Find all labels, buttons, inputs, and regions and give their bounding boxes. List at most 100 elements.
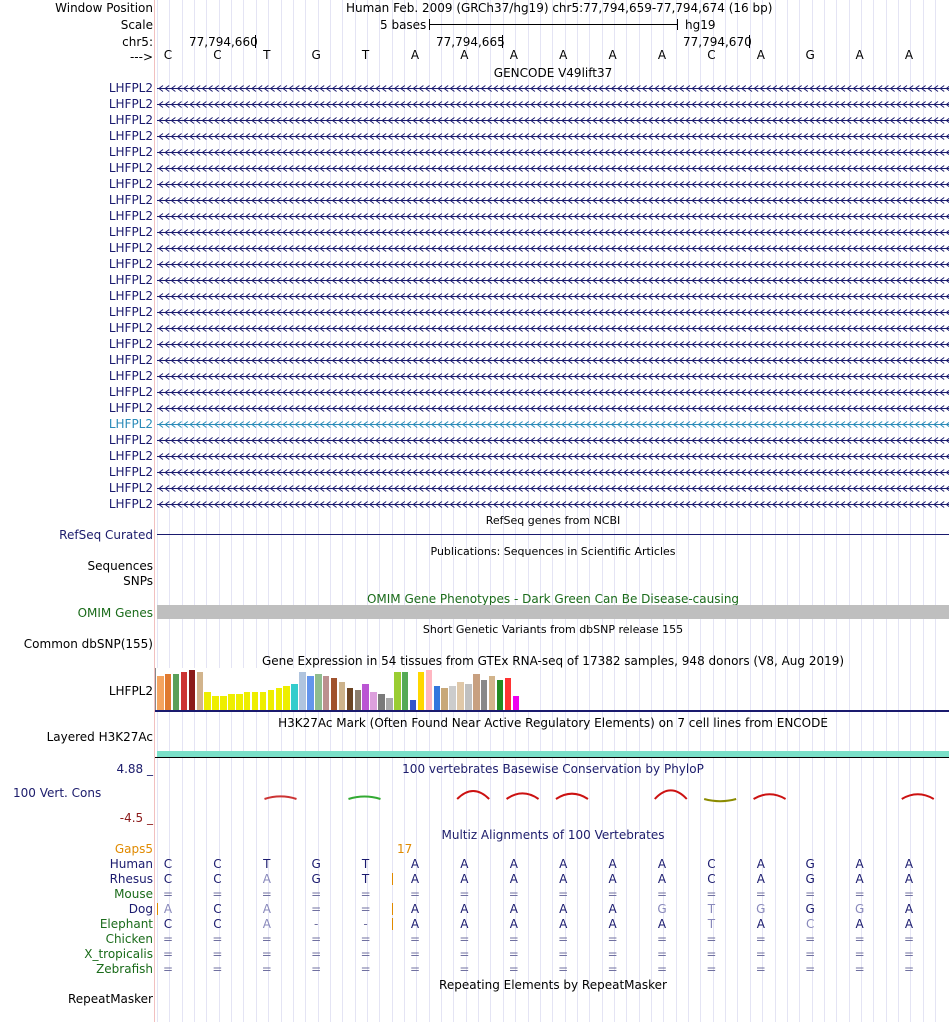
- gencode-transcript-feature[interactable]: [157, 468, 949, 477]
- gencode-transcript-label[interactable]: LHFPL2: [108, 353, 153, 367]
- gencode-transcript-label[interactable]: LHFPL2: [108, 193, 153, 207]
- gencode-transcript-label[interactable]: LHFPL2: [108, 289, 153, 303]
- gtex-tissue-bar[interactable]: [299, 672, 306, 710]
- gencode-transcript-label[interactable]: LHFPL2: [108, 433, 153, 447]
- gtex-tissue-bar[interactable]: [401, 672, 409, 710]
- gencode-transcript-label[interactable]: LHFPL2: [108, 337, 153, 351]
- refseq-gene-line[interactable]: [157, 534, 949, 535]
- gtex-tissue-bar[interactable]: [188, 670, 196, 710]
- gtex-tissue-bar[interactable]: [204, 692, 211, 710]
- gencode-transcript-label[interactable]: LHFPL2: [108, 161, 153, 175]
- gencode-transcript-feature[interactable]: [157, 196, 949, 205]
- gtex-tissue-bar[interactable]: [259, 692, 267, 710]
- gtex-tissue-bar[interactable]: [267, 690, 275, 710]
- gencode-transcript-label[interactable]: LHFPL2: [108, 209, 153, 223]
- gencode-transcript-label[interactable]: LHFPL2: [108, 225, 153, 239]
- gencode-transcript-feature[interactable]: [157, 244, 949, 253]
- gencode-transcript-feature[interactable]: [157, 212, 949, 221]
- gencode-transcript-feature[interactable]: [157, 500, 949, 509]
- gtex-expression-chart[interactable]: [155, 668, 536, 710]
- multiz-species-label[interactable]: Dog: [128, 902, 153, 916]
- gencode-transcript-feature[interactable]: [157, 324, 949, 333]
- gtex-tissue-bar[interactable]: [228, 694, 235, 710]
- gencode-transcript-label[interactable]: LHFPL2: [108, 417, 153, 431]
- gencode-transcript-feature[interactable]: [157, 132, 949, 141]
- gencode-transcript-label[interactable]: LHFPL2: [108, 465, 153, 479]
- gencode-transcript-feature[interactable]: [157, 116, 949, 125]
- gencode-transcript-label[interactable]: LHFPL2: [108, 273, 153, 287]
- gtex-tissue-bar[interactable]: [212, 696, 219, 710]
- gtex-tissue-bar[interactable]: [251, 692, 259, 710]
- gencode-transcript-feature[interactable]: [157, 372, 949, 381]
- gtex-tissue-bar[interactable]: [346, 688, 354, 710]
- gencode-transcript-feature[interactable]: [157, 228, 949, 237]
- gtex-gene-label[interactable]: LHFPL2: [108, 684, 153, 698]
- gtex-tissue-bar[interactable]: [172, 674, 180, 710]
- gencode-transcript-feature[interactable]: [157, 148, 949, 157]
- gtex-tissue-bar[interactable]: [180, 672, 188, 710]
- multiz-species-label[interactable]: Rhesus: [109, 872, 153, 886]
- phylop-conservation-plot[interactable]: [157, 782, 949, 818]
- multiz-species-label[interactable]: Chicken: [105, 932, 153, 946]
- gtex-tissue-bar[interactable]: [322, 676, 330, 710]
- gencode-transcript-feature[interactable]: [157, 452, 949, 461]
- publications-label-sequences[interactable]: Sequences: [87, 559, 153, 573]
- gtex-tissue-bar[interactable]: [386, 698, 393, 710]
- gencode-transcript-feature[interactable]: [157, 420, 949, 429]
- refseq-track-label[interactable]: RefSeq Curated: [59, 528, 153, 542]
- gtex-tissue-bar[interactable]: [457, 682, 464, 710]
- gencode-transcript-label[interactable]: LHFPL2: [108, 97, 153, 111]
- dbsnp-track-label[interactable]: Common dbSNP(155): [23, 637, 153, 651]
- gencode-transcript-feature[interactable]: [157, 308, 949, 317]
- gencode-transcript-feature[interactable]: [157, 292, 949, 301]
- gencode-transcript-label[interactable]: LHFPL2: [108, 321, 153, 335]
- publications-label-snps[interactable]: SNPs: [123, 574, 153, 588]
- gencode-transcript-label[interactable]: LHFPL2: [108, 305, 153, 319]
- gencode-transcript-label[interactable]: LHFPL2: [108, 481, 153, 495]
- gencode-transcript-feature[interactable]: [157, 276, 949, 285]
- gencode-transcript-feature[interactable]: [157, 164, 949, 173]
- gtex-tissue-bar[interactable]: [283, 686, 290, 710]
- multiz-species-label[interactable]: Human: [109, 857, 153, 871]
- gencode-transcript-label[interactable]: LHFPL2: [108, 113, 153, 127]
- gencode-transcript-label[interactable]: LHFPL2: [108, 81, 153, 95]
- repeatmasker-track-label[interactable]: RepeatMasker: [67, 992, 153, 1006]
- gtex-tissue-bar[interactable]: [362, 684, 369, 710]
- gtex-tissue-bar[interactable]: [425, 670, 433, 710]
- gtex-tissue-bar[interactable]: [465, 684, 472, 710]
- multiz-species-label[interactable]: Zebrafish: [96, 962, 153, 976]
- gtex-tissue-bar[interactable]: [394, 672, 401, 710]
- gtex-tissue-bar[interactable]: [236, 694, 243, 710]
- gencode-transcript-feature[interactable]: [157, 84, 949, 93]
- gencode-transcript-label[interactable]: LHFPL2: [108, 177, 153, 191]
- gtex-tissue-bar[interactable]: [315, 674, 322, 710]
- gtex-tissue-bar[interactable]: [157, 676, 164, 710]
- gencode-transcript-feature[interactable]: [157, 340, 949, 349]
- gencode-transcript-label[interactable]: LHFPL2: [108, 449, 153, 463]
- gtex-tissue-bar[interactable]: [243, 692, 251, 710]
- multiz-species-label[interactable]: Mouse: [114, 887, 153, 901]
- gtex-tissue-bar[interactable]: [338, 682, 346, 710]
- gencode-transcript-label[interactable]: LHFPL2: [108, 241, 153, 255]
- phylop-track-label[interactable]: 100 Vert. Cons: [13, 786, 102, 800]
- gencode-transcript-label[interactable]: LHFPL2: [108, 385, 153, 399]
- gtex-tissue-bar[interactable]: [480, 680, 488, 710]
- gencode-transcript-feature[interactable]: [157, 260, 949, 269]
- gencode-transcript-feature[interactable]: [157, 356, 949, 365]
- gtex-tissue-bar[interactable]: [496, 680, 504, 710]
- gtex-tissue-bar[interactable]: [504, 678, 512, 710]
- gtex-tissue-bar[interactable]: [512, 696, 520, 710]
- gencode-transcript-feature[interactable]: [157, 436, 949, 445]
- h3k27ac-signal-bar[interactable]: [157, 751, 949, 757]
- gtex-tissue-bar[interactable]: [354, 690, 362, 710]
- gtex-tissue-bar[interactable]: [307, 676, 314, 710]
- gtex-tissue-bar[interactable]: [196, 672, 204, 710]
- gtex-tissue-bar[interactable]: [330, 678, 338, 710]
- gtex-tissue-bar[interactable]: [409, 700, 417, 710]
- gencode-transcript-feature[interactable]: [157, 180, 949, 189]
- gtex-tissue-bar[interactable]: [488, 676, 496, 710]
- gtex-tissue-bar[interactable]: [291, 684, 298, 710]
- gtex-tissue-bar[interactable]: [164, 674, 172, 710]
- gtex-tissue-bar[interactable]: [433, 686, 441, 710]
- h3k27ac-track-label[interactable]: Layered H3K27Ac: [46, 730, 153, 744]
